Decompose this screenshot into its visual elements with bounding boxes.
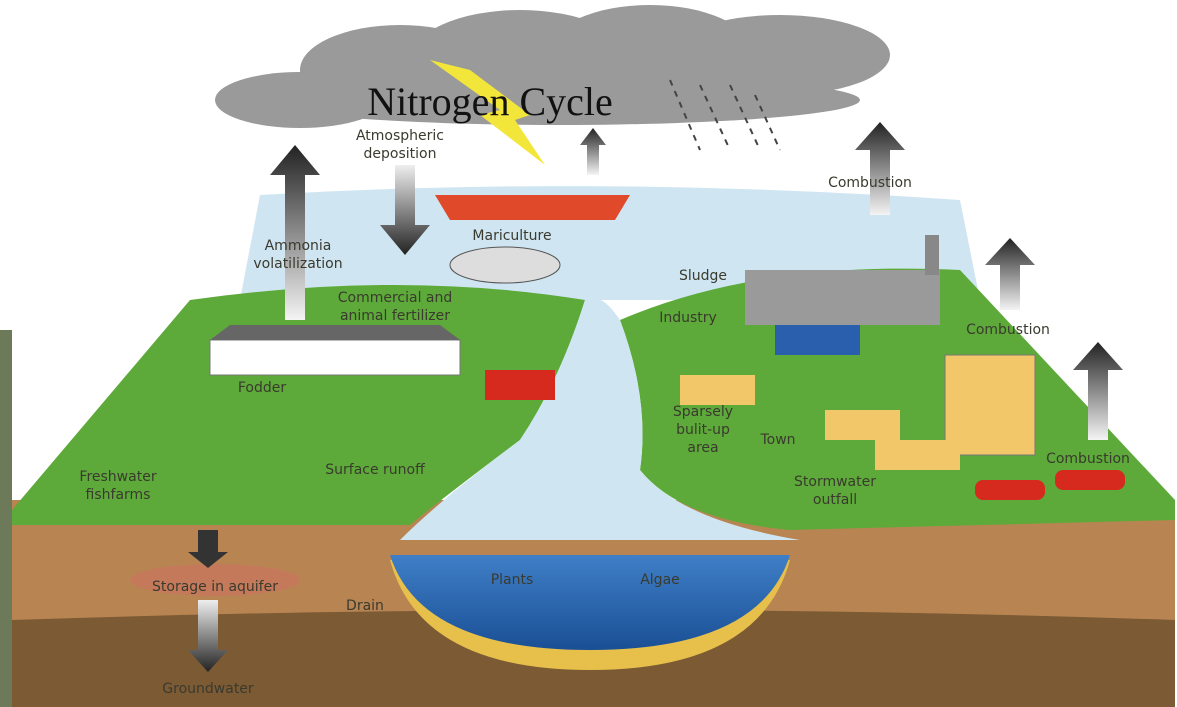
label: fishfarms [86,487,151,503]
car [975,480,1045,500]
chimney [925,235,939,275]
net [450,247,560,283]
edge-strip [0,330,12,707]
label: area [687,440,718,456]
farm [210,340,460,375]
label: Town [759,432,795,448]
car [1055,470,1125,490]
label: Algae [640,572,680,588]
factory [745,270,940,325]
label: Sparsely [673,404,733,420]
label: bulit-up [676,422,730,438]
label: Industry [659,310,717,326]
label: Combustion [966,322,1050,338]
label: Mariculture [472,228,551,244]
label: Commercial and [338,290,453,306]
label: deposition [364,146,437,162]
label: Plants [491,572,534,588]
label: animal fertilizer [340,308,450,324]
label: volatilization [253,256,342,272]
label: Stormwater [794,474,876,490]
farm-roof [210,325,460,340]
label: Drain [346,598,384,614]
diagram: Nitrogen Cycle Atmospheric deposition Ammo… [0,0,1177,707]
page: {"title": "Nitrogen Cycle", "labels": [ … [0,0,1177,707]
label: Groundwater [162,681,254,697]
tractor [485,370,555,400]
label: Freshwater [79,469,156,485]
label: Ammonia [265,238,332,254]
label: Storage in aquifer [152,579,278,595]
label: Combustion [1046,451,1130,467]
label: Combustion [828,175,912,191]
title: Nitrogen Cycle [367,79,613,124]
ship [435,195,630,220]
label: Sludge [679,268,727,284]
house [825,410,900,440]
truck [775,325,860,355]
house [680,375,755,405]
label: outfall [813,492,857,508]
label: Fodder [238,380,287,396]
house [875,440,960,470]
label: Atmospheric [356,128,444,144]
label: Surface runoff [325,462,425,478]
